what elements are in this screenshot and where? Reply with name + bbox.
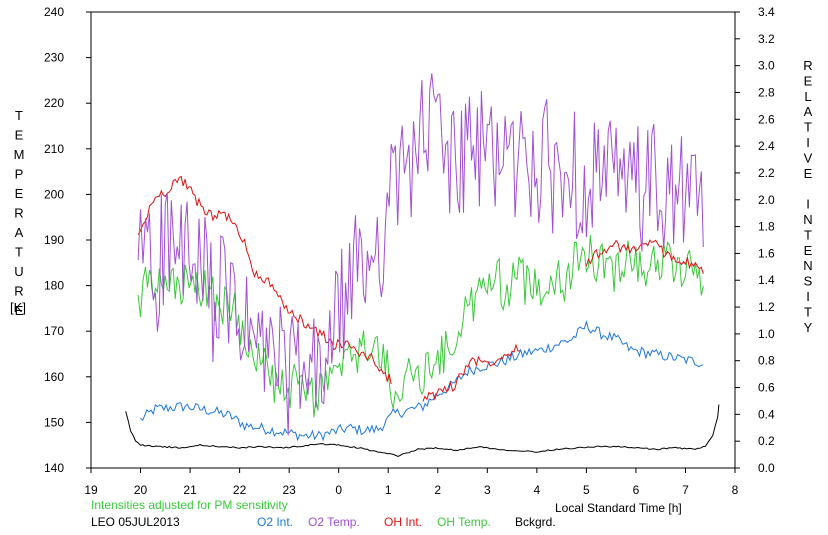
y-left-tick-label-5: 190 xyxy=(44,233,64,247)
y-axis-label-right-char-5: I xyxy=(806,135,810,150)
y-right-tick-label-7: 1.4 xyxy=(758,273,775,287)
y-axis-label-right-char-11: E xyxy=(804,243,813,258)
y-right-tick-label-13: 2.6 xyxy=(758,112,775,126)
legend-entry-1: O2 Temp. xyxy=(308,515,360,529)
x-tick-label-8: 3 xyxy=(484,483,491,497)
y-right-tick-label-8: 1.6 xyxy=(758,246,775,260)
y-left-tick-label-8: 220 xyxy=(44,96,64,110)
y-axis-label-right-char-8: I xyxy=(806,197,810,212)
y-axis-label-right-char-3: A xyxy=(804,104,813,119)
x-axis-label: Local Standard Time [h] xyxy=(555,501,682,515)
y-left-tick-label-2: 160 xyxy=(44,370,64,384)
legend-entry-4: Bckgrd. xyxy=(515,515,556,529)
legend: O2 Int. O2 Temp. OH Int. OH Temp. Bckgrd. xyxy=(257,515,556,529)
y-axis-label-right-char-12: N xyxy=(803,258,812,273)
x-tick-label-11: 6 xyxy=(633,483,640,497)
x-tick-label-3: 22 xyxy=(233,483,247,497)
y-axis-label-left-char-9: R xyxy=(14,284,23,299)
y-axis-label-left-char-0: T xyxy=(15,108,23,123)
series-line-oh-int xyxy=(137,175,704,402)
y-right-tick-label-14: 2.8 xyxy=(758,85,775,99)
series-line-o2-int xyxy=(140,319,704,442)
y-left-tick-label-4: 180 xyxy=(44,279,64,293)
y-axis-label-right-char-15: T xyxy=(804,304,812,319)
y-axis-label-left-char-1: E xyxy=(15,128,24,143)
x-tick-label-5: 0 xyxy=(335,483,342,497)
y-axis-label-right-char-1: E xyxy=(804,73,813,88)
y-left-tick-label-1: 150 xyxy=(44,415,64,429)
x-tick-label-12: 7 xyxy=(682,483,689,497)
y-right-tick-label-5: 1.0 xyxy=(758,327,775,341)
y-axis-label-left-char-8: U xyxy=(14,264,23,279)
y-axis-unit-left: [K] xyxy=(10,300,26,315)
y-axis-label-left-char-5: R xyxy=(14,206,23,221)
y-axis-label-left-char-10: E xyxy=(15,303,24,318)
series-line-bckgrd xyxy=(125,404,720,458)
y-right-tick-label-1: 0.2 xyxy=(758,434,775,448)
y-axis-label-right-char-10: T xyxy=(804,227,812,242)
y-left-tick-label-6: 200 xyxy=(44,187,64,201)
y-axis-label-left-char-6: A xyxy=(15,225,24,240)
y-right-tick-label-6: 1.2 xyxy=(758,300,775,314)
y-axis-label-left-char-7: T xyxy=(15,245,23,260)
y-axis-label-right-char-0: R xyxy=(803,58,812,73)
x-tick-label-13: 8 xyxy=(732,483,739,497)
y-right-tick-label-4: 0.8 xyxy=(758,354,775,368)
footer-station-date: LEO 05JUL2013 xyxy=(91,515,180,529)
y-right-tick-label-16: 3.2 xyxy=(758,32,775,46)
legend-entry-0: O2 Int. xyxy=(257,515,293,529)
y-left-tick-label-10: 240 xyxy=(44,5,64,19)
y-left-tick-label-0: 140 xyxy=(44,461,64,475)
y-axis-label-right-char-16: Y xyxy=(804,320,813,335)
y-left-tick-label-7: 210 xyxy=(44,142,64,156)
y-left-tick-label-3: 170 xyxy=(44,324,64,338)
legend-entry-2: OH Int. xyxy=(384,515,422,529)
y-right-tick-label-12: 2.4 xyxy=(758,139,775,153)
y-axis-label-left-char-4: E xyxy=(15,186,24,201)
y-axis-label-right-char-6: V xyxy=(804,150,813,165)
y-right-tick-label-2: 0.4 xyxy=(758,407,775,421)
y-right-tick-label-15: 3.0 xyxy=(758,59,775,73)
y-right-tick-label-10: 2.0 xyxy=(758,193,775,207)
series-line-oh-temp xyxy=(137,235,704,418)
x-tick-label-4: 23 xyxy=(282,483,296,497)
x-tick-label-0: 19 xyxy=(84,483,98,497)
y-left-tick-label-9: 230 xyxy=(44,51,64,65)
y-axis-label-right-char-13: S xyxy=(804,274,813,289)
y-axis-label-right-char-4: T xyxy=(804,120,812,135)
y-right-tick-label-11: 2.2 xyxy=(758,166,775,180)
legend-entry-3: OH Temp. xyxy=(437,515,491,529)
y-axis-label-right-char-14: I xyxy=(806,289,810,304)
y-right-tick-label-17: 3.4 xyxy=(758,5,775,19)
y-axis-label-right-char-9: N xyxy=(803,212,812,227)
x-tick-label-10: 5 xyxy=(583,483,590,497)
adjustment-note: Intensities adjusted for PM sensitivity xyxy=(91,498,288,512)
y-right-tick-label-0: 0.0 xyxy=(758,461,775,475)
y-axis-label-right-char-2: L xyxy=(804,89,811,104)
y-right-tick-label-3: 0.6 xyxy=(758,381,775,395)
axis-layer: 19 20 21 22 23 0 1 2 3 4 5 6 7 8140150160170180190200… xyxy=(44,5,775,497)
x-tick-label-1: 20 xyxy=(134,483,148,497)
y-axis-label-left-char-3: P xyxy=(15,167,24,182)
y-right-tick-label-9: 1.8 xyxy=(758,220,775,234)
x-tick-label-7: 2 xyxy=(434,483,441,497)
x-tick-label-9: 4 xyxy=(534,483,541,497)
x-tick-label-6: 1 xyxy=(385,483,392,497)
series-layer xyxy=(125,73,720,458)
x-tick-label-2: 21 xyxy=(183,483,197,497)
y-axis-label-left-char-2: M xyxy=(14,147,25,162)
series-line-o2-temp xyxy=(137,73,704,436)
y-axis-label-right-char-7: E xyxy=(804,166,813,181)
